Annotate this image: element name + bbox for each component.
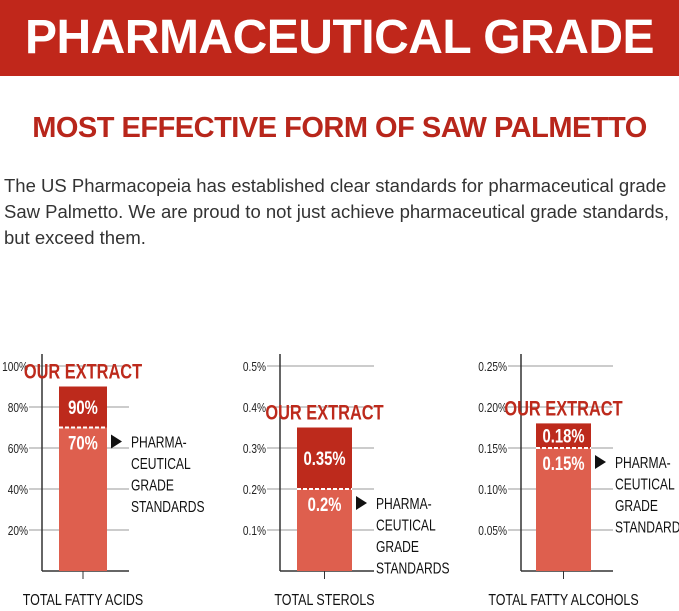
data-label-our-extract: 0.35% (304, 449, 346, 470)
annotation-line: PHARMA- (376, 495, 432, 513)
bar-our-extract (59, 386, 107, 428)
data-label-standard: 70% (68, 433, 98, 454)
annotation-line: GRADE (376, 538, 419, 556)
annotation-line: CEUTICAL (376, 516, 436, 534)
arrow-icon (595, 455, 606, 469)
tick-label: 0.5% (243, 360, 266, 374)
tick-label: 0.1% (243, 524, 266, 538)
data-label-our-extract: 90% (68, 397, 98, 418)
header-banner (0, 0, 679, 76)
tick-label: 0.3% (243, 442, 266, 456)
intro-paragraph: The US Pharmacopeia has established clea… (4, 175, 669, 248)
tick-label: 0.15% (478, 442, 507, 456)
tick-label: 40% (8, 483, 28, 497)
our-extract-label: OUR EXTRACT (24, 360, 143, 383)
tick-label: 0.25% (478, 360, 507, 374)
data-label-standard: 0.15% (543, 453, 585, 474)
tick-label: 0.10% (478, 483, 507, 497)
x-axis-label: TOTAL FATTY ALCOHOLS (488, 592, 638, 610)
annotation-line: PHARMA- (615, 454, 671, 472)
annotation-line: STANDARDS (615, 518, 679, 536)
bar-standard (59, 427, 107, 571)
our-extract-label: OUR EXTRACT (504, 396, 623, 419)
tick-label: 80% (8, 401, 28, 415)
arrow-icon (356, 496, 367, 510)
annotation-line: GRADE (131, 476, 174, 494)
bar-standard (536, 448, 591, 571)
annotation-line: CEUTICAL (615, 475, 675, 493)
tick-label: 60% (8, 442, 28, 456)
tick-label: 0.4% (243, 401, 266, 415)
arrow-icon (111, 434, 122, 449)
data-label-standard: 0.2% (308, 494, 342, 515)
data-label-our-extract: 0.18% (543, 426, 585, 447)
tick-label: 0.05% (478, 524, 507, 538)
x-axis-label: TOTAL FATTY ACIDS (23, 592, 144, 610)
page-title: PHARMACEUTICAL GRADE (24, 11, 655, 64)
annotation-line: PHARMA- (131, 433, 187, 451)
annotation-line: STANDARDS (131, 498, 205, 516)
tick-label: 20% (8, 524, 28, 538)
tick-label: 0.20% (478, 401, 507, 415)
annotation-line: STANDARDS (376, 559, 450, 577)
annotation-line: GRADE (615, 497, 658, 515)
tick-label: 0.2% (243, 483, 266, 497)
x-axis-label: TOTAL STEROLS (274, 592, 374, 610)
bar-standard (297, 489, 352, 571)
annotation-line: CEUTICAL (131, 455, 191, 473)
bar-our-extract (297, 427, 352, 489)
our-extract-label: OUR EXTRACT (265, 401, 384, 424)
bar-our-extract (536, 423, 591, 448)
tick-label: 100% (2, 360, 28, 374)
page-subtitle: MOST EFFECTIVE FORM OF SAW PALMETTO (32, 112, 647, 144)
